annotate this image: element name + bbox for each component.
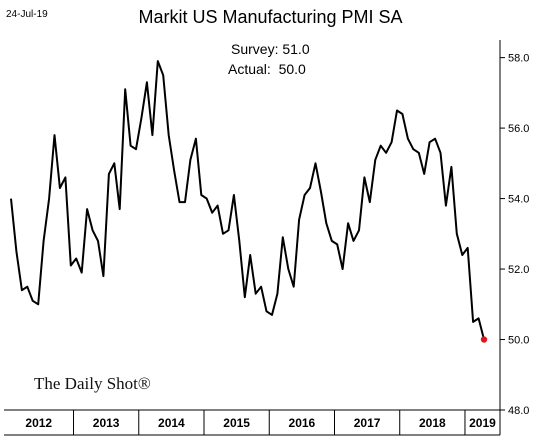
y-tick-label: 54.0 xyxy=(508,194,529,206)
latest-data-point xyxy=(480,336,488,343)
year-label: 2019 xyxy=(469,416,496,430)
year-label: 2015 xyxy=(223,416,250,430)
series-layer xyxy=(10,60,488,343)
y-tick-label: 50.0 xyxy=(508,335,529,347)
chart-title: Markit US Manufacturing PMI SA xyxy=(138,7,403,27)
y-tick-label: 52.0 xyxy=(508,264,529,276)
year-label: 2017 xyxy=(354,416,381,430)
y-tick-label: 58.0 xyxy=(508,53,529,65)
year-label: 2018 xyxy=(419,416,446,430)
x-axis: 2012 2013 2014 2015 2016 2017 2018 2019 xyxy=(25,410,496,435)
brand-logo: The Daily Shot® xyxy=(34,374,151,393)
year-label: 2016 xyxy=(289,416,316,430)
actual-annotation: Actual: 50.0 xyxy=(228,61,306,77)
y-tick-label: 48.0 xyxy=(508,405,529,417)
series-line xyxy=(10,60,485,340)
year-label: 2014 xyxy=(158,416,185,430)
plot-frame xyxy=(4,40,501,436)
year-label: 2013 xyxy=(93,416,120,430)
y-axis: 48.0 50.0 52.0 54.0 56.0 58.0 xyxy=(500,53,529,417)
y-tick-label: 56.0 xyxy=(508,123,529,135)
chart-date: 24-Jul-19 xyxy=(6,9,48,20)
survey-annotation: Survey: 51.0 xyxy=(231,41,310,57)
year-label: 2012 xyxy=(25,416,52,430)
